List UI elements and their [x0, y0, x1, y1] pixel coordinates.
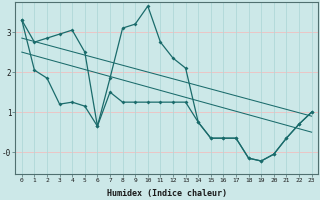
- X-axis label: Humidex (Indice chaleur): Humidex (Indice chaleur): [107, 189, 227, 198]
